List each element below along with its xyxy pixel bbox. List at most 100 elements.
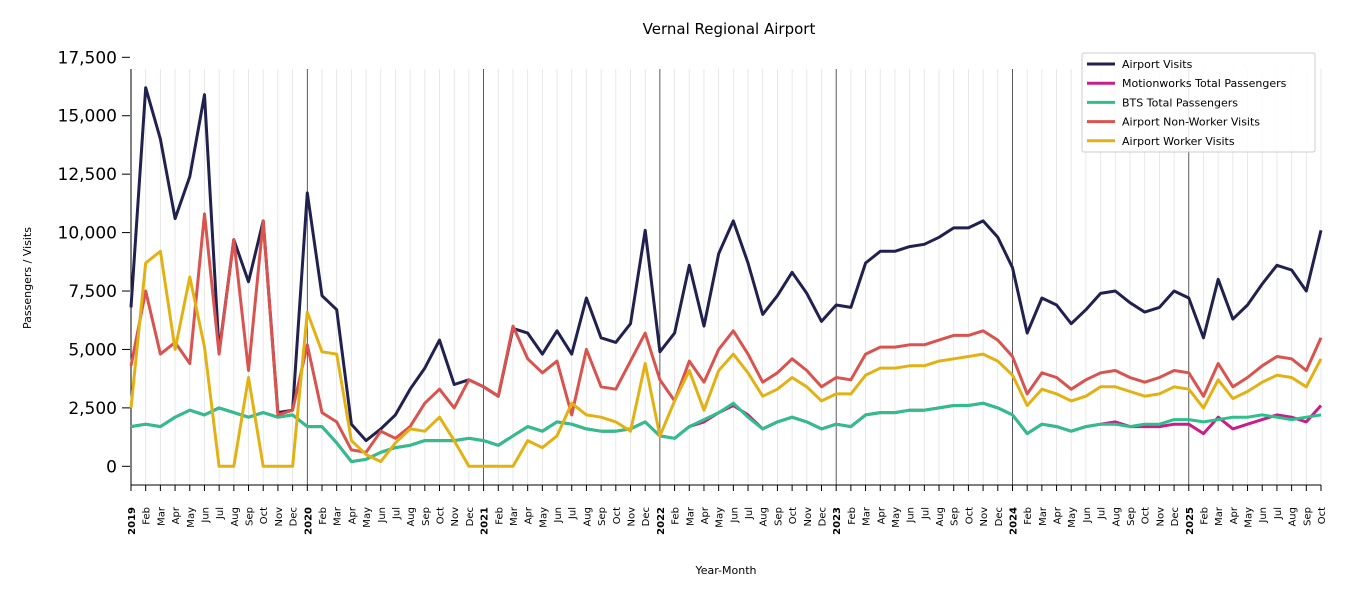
x-tick-label: Apr xyxy=(1229,506,1240,524)
x-tick-label: Sep xyxy=(245,507,256,526)
x-tick-label: Oct xyxy=(259,507,270,524)
x-tick-label: Jul xyxy=(1097,507,1108,520)
x-tick-label: Feb xyxy=(671,507,682,525)
x-tick-label: Aug xyxy=(582,507,593,527)
x-tick-label: Jul xyxy=(1273,507,1284,520)
x-tick-label: Aug xyxy=(1111,507,1122,527)
x-tick-label: Apr xyxy=(700,506,711,524)
y-tick-label: 12,500 xyxy=(58,165,117,185)
x-tick-label: Jul xyxy=(215,507,226,520)
y-tick-label: 2,500 xyxy=(68,399,117,419)
x-tick-label: Sep xyxy=(421,507,432,526)
x-tick-label: 2024 xyxy=(1008,507,1019,535)
legend-label: BTS Total Passengers xyxy=(1122,96,1238,109)
x-tick-label: Sep xyxy=(773,507,784,526)
x-tick-label: Oct xyxy=(436,507,447,524)
x-tick-label: Nov xyxy=(979,507,990,527)
series-line xyxy=(129,86,1323,443)
x-tick-label: Feb xyxy=(847,507,858,525)
y-tick-label: 10,000 xyxy=(58,224,117,244)
x-tick-label: May xyxy=(1244,507,1255,528)
x-tick-label: May xyxy=(891,507,902,528)
x-tick-label: Mar xyxy=(509,506,520,526)
y-axis-label: Passengers / Visits xyxy=(21,227,34,329)
x-tick-label: 2022 xyxy=(656,507,667,535)
series-line xyxy=(130,401,1322,464)
x-tick-label: Aug xyxy=(406,507,417,527)
x-tick-label: Aug xyxy=(230,507,241,527)
y-tick-label: 0 xyxy=(106,457,117,477)
y-tick-label: 7,500 xyxy=(68,282,117,302)
x-tick-label: 2019 xyxy=(127,507,138,535)
x-tick-label: Nov xyxy=(274,507,285,527)
x-tick-label: 2025 xyxy=(1185,507,1196,535)
x-tick-label: Oct xyxy=(964,507,975,524)
x-tick-label: 2020 xyxy=(303,507,314,535)
x-tick-label: Mar xyxy=(1038,506,1049,526)
x-tick-label: Oct xyxy=(1141,507,1152,524)
x-tick-label: Apr xyxy=(347,506,358,524)
x-tick-label: Jun xyxy=(1082,507,1093,524)
x-tick-label: Feb xyxy=(1023,507,1034,525)
x-tick-label: Dec xyxy=(817,507,828,526)
x-tick-label: Mar xyxy=(333,506,344,526)
x-tick-label: Mar xyxy=(685,506,696,526)
x-tick-label: Jul xyxy=(391,507,402,520)
series-line xyxy=(129,249,1323,468)
legend-label: Airport Visits xyxy=(1122,58,1193,71)
x-tick-label: Jun xyxy=(200,507,211,524)
series-line xyxy=(129,212,1323,454)
chart-title: Vernal Regional Airport xyxy=(643,20,816,38)
x-tick-label: Sep xyxy=(1126,507,1137,526)
x-tick-label: Sep xyxy=(597,507,608,526)
x-tick-label: Oct xyxy=(1317,507,1328,524)
legend-label: Motionworks Total Passengers xyxy=(1122,77,1287,90)
x-tick-label: May xyxy=(186,507,197,528)
x-tick-label: Nov xyxy=(803,507,814,527)
x-tick-label: Nov xyxy=(450,507,461,527)
x-tick-label: Apr xyxy=(171,506,182,524)
x-tick-label: Aug xyxy=(1288,507,1299,527)
x-tick-label: Jul xyxy=(920,507,931,520)
x-tick-label: Aug xyxy=(759,507,770,527)
x-tick-label: Jul xyxy=(744,507,755,520)
x-tick-label: May xyxy=(1067,507,1078,528)
series-line xyxy=(130,401,1323,464)
x-tick-label: Dec xyxy=(641,507,652,526)
x-tick-label: Jun xyxy=(729,507,740,524)
x-tick-label: Dec xyxy=(1170,507,1181,526)
x-tick-label: May xyxy=(538,507,549,528)
y-tick-label: 17,500 xyxy=(58,48,117,68)
x-tick-label: Sep xyxy=(1302,507,1313,526)
legend-box xyxy=(1081,52,1316,153)
x-tick-label: Feb xyxy=(494,507,505,525)
x-tick-label: Mar xyxy=(862,506,873,526)
x-tick-label: Aug xyxy=(935,507,946,527)
x-tick-label: Mar xyxy=(1214,506,1225,526)
x-tick-label: Apr xyxy=(524,506,535,524)
x-tick-label: Jun xyxy=(906,507,917,524)
x-tick-label: Feb xyxy=(142,507,153,525)
x-tick-label: Dec xyxy=(994,507,1005,526)
x-tick-label: Jun xyxy=(377,507,388,524)
x-tick-label: Nov xyxy=(1155,507,1166,527)
x-tick-label: Dec xyxy=(465,507,476,526)
y-tick-label: 15,000 xyxy=(58,107,117,127)
x-tick-label: Mar xyxy=(156,506,167,526)
x-tick-label: Feb xyxy=(1199,507,1210,525)
x-tick-label: Apr xyxy=(876,506,887,524)
x-tick-label: Sep xyxy=(950,507,961,526)
x-tick-label: 2021 xyxy=(480,507,491,535)
x-tick-label: Oct xyxy=(612,507,623,524)
x-tick-label: Nov xyxy=(627,507,638,527)
x-tick-label: Jul xyxy=(568,507,579,520)
x-tick-label: Dec xyxy=(289,507,300,526)
legend-label: Airport Non-Worker Visits xyxy=(1122,116,1260,129)
x-tick-label: Jun xyxy=(1258,507,1269,524)
y-tick-label: 5,000 xyxy=(68,340,117,360)
x-tick-label: May xyxy=(715,507,726,528)
legend-label: Airport Worker Visits xyxy=(1122,135,1235,148)
x-tick-label: Jun xyxy=(553,507,564,524)
x-tick-label: 2023 xyxy=(832,507,843,535)
